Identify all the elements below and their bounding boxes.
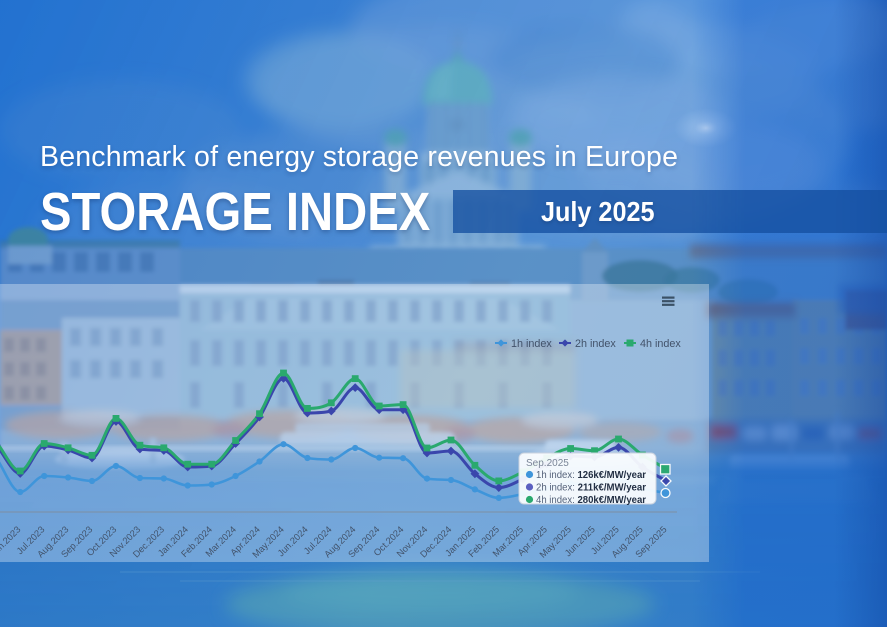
svg-text:4h index: 4h index [640, 338, 681, 350]
svg-text:Sep.2025: Sep.2025 [526, 458, 569, 469]
svg-text:2h index: 211k€/MW/year: 2h index: 211k€/MW/year [536, 483, 646, 494]
svg-text:1h index: 1h index [511, 338, 552, 350]
svg-text:1h index: 126k€/MW/year: 1h index: 126k€/MW/year [536, 470, 646, 481]
svg-text:2h index: 2h index [575, 338, 616, 350]
svg-text:4h index: 280k€/MW/year: 4h index: 280k€/MW/year [536, 495, 646, 506]
